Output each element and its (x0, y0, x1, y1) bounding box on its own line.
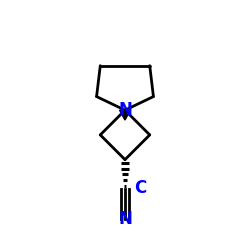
Polygon shape (120, 110, 130, 120)
Text: C: C (134, 179, 147, 197)
Text: N: N (118, 210, 132, 228)
Text: N: N (118, 101, 132, 119)
